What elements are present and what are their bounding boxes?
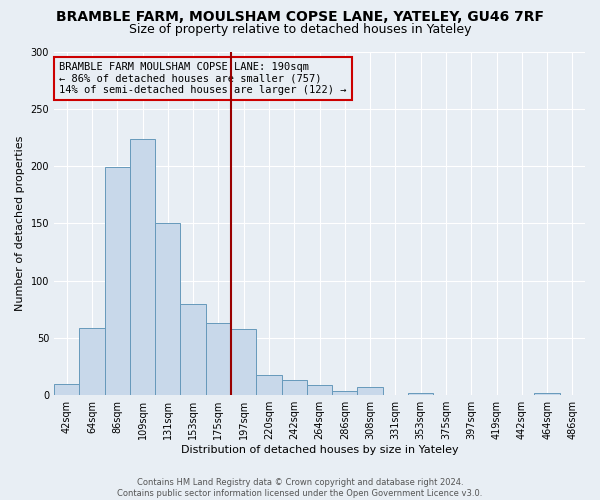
Bar [181, 304, 206, 395]
Bar [535, 393, 560, 395]
Bar [130, 138, 155, 395]
Text: BRAMBLE FARM MOULSHAM COPSE LANE: 190sqm
← 86% of detached houses are smaller (7: BRAMBLE FARM MOULSHAM COPSE LANE: 190sqm… [59, 62, 347, 95]
X-axis label: Distribution of detached houses by size in Yateley: Distribution of detached houses by size … [181, 445, 458, 455]
Bar [281, 380, 307, 395]
Bar [79, 328, 104, 395]
Bar [231, 329, 256, 395]
Bar [307, 385, 332, 395]
Text: Size of property relative to detached houses in Yateley: Size of property relative to detached ho… [129, 22, 471, 36]
Bar [358, 387, 383, 395]
Bar [408, 393, 433, 395]
Bar [206, 323, 231, 395]
Text: BRAMBLE FARM, MOULSHAM COPSE LANE, YATELEY, GU46 7RF: BRAMBLE FARM, MOULSHAM COPSE LANE, YATEL… [56, 10, 544, 24]
Bar [104, 167, 130, 395]
Text: Contains HM Land Registry data © Crown copyright and database right 2024.
Contai: Contains HM Land Registry data © Crown c… [118, 478, 482, 498]
Bar [256, 374, 281, 395]
Bar [54, 384, 79, 395]
Y-axis label: Number of detached properties: Number of detached properties [15, 136, 25, 311]
Bar [332, 390, 358, 395]
Bar [155, 224, 181, 395]
